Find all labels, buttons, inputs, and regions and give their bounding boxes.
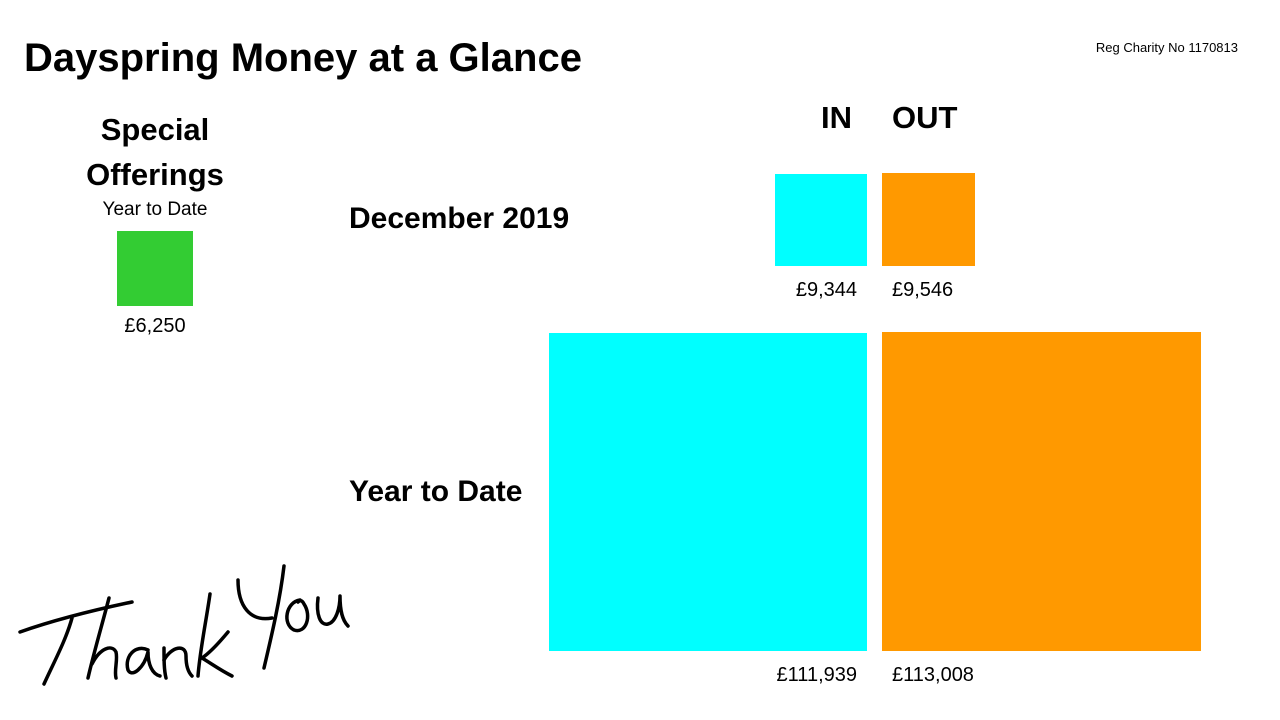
square-in-year-to-date: [549, 333, 867, 651]
row-label-year-to-date: Year to Date: [349, 475, 523, 508]
column-header-in: IN: [821, 100, 852, 135]
special-offerings-square: [117, 230, 193, 306]
value-label-in-year-to-date: £111,939: [776, 664, 857, 686]
row-label-december-2019: December 2019: [349, 202, 570, 235]
thank-you-handwriting: [18, 564, 350, 686]
page-title: Dayspring Money at a Glance: [24, 36, 582, 80]
charity-number: Reg Charity No 1170813: [1095, 40, 1238, 55]
square-out-december-2019: [882, 173, 975, 266]
special-offerings-heading-line1: Special: [100, 112, 210, 147]
value-label-out-december-2019: £9,546: [892, 279, 954, 301]
square-out-year-to-date: [882, 331, 1202, 651]
special-offerings-heading-line2: Offerings: [86, 157, 224, 192]
square-in-december-2019: [775, 174, 867, 266]
special-offerings-amount: £6,250: [124, 315, 186, 337]
special-offerings-subheading: Year to Date: [102, 199, 208, 220]
value-label-in-december-2019: £9,344: [795, 279, 857, 301]
value-label-out-year-to-date: £113,008: [892, 664, 974, 686]
column-header-out: OUT: [892, 100, 958, 135]
